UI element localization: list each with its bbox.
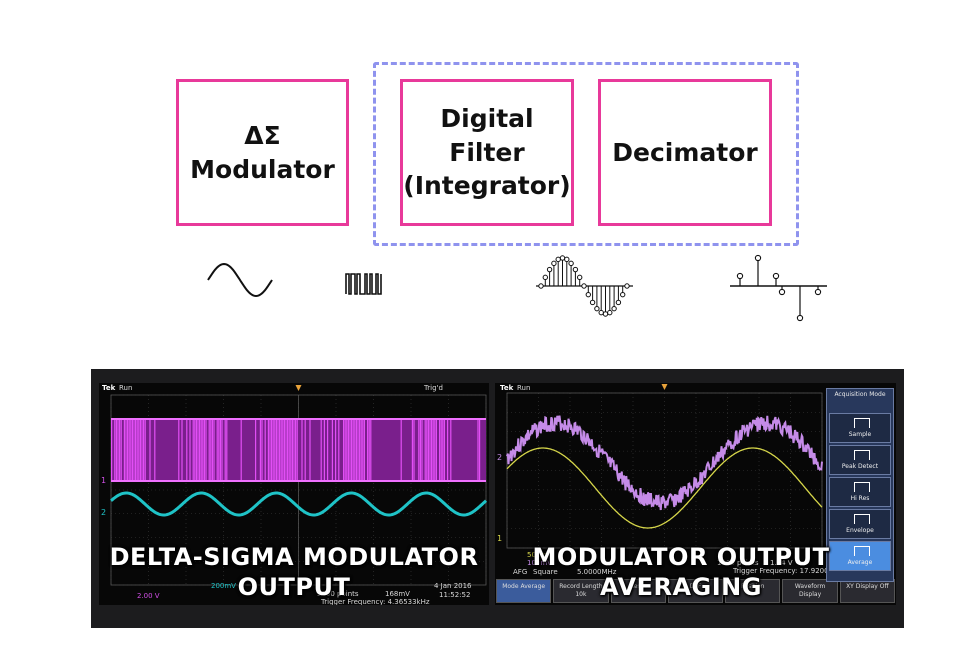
oscilloscope-photos: 1 2 Tek Run Trig'd 200mV 2.00 V 5000 poin… (91, 369, 904, 628)
acq-mode-label: Envelope (846, 527, 874, 534)
left-caption-line2: OUTPUT (237, 573, 351, 601)
scope-button-5[interactable]: Waveform Display (782, 579, 838, 603)
acq-mode-label: Hi Res (850, 495, 870, 502)
svg-text:2: 2 (497, 453, 502, 462)
digital-section-dashed-boundary (373, 62, 799, 246)
scope-button-2[interactable]: Reset (610, 579, 666, 603)
svg-text:1: 1 (101, 476, 106, 485)
acq-mode-sample[interactable]: Sample (829, 413, 891, 443)
svg-text:2: 2 (101, 508, 106, 517)
bitstream-pulse-icon (345, 273, 382, 295)
sampled-sine-stem-icon (536, 255, 633, 317)
digital-filter-block: Digital Filter (Integrator) (400, 79, 574, 226)
left-trig-status: Trig'd (424, 384, 443, 392)
acq-mode-label: Sample (848, 431, 872, 438)
integrator-label: (Integrator) (403, 171, 571, 201)
acq-mode-label: Peak Detect (841, 463, 879, 470)
right-caption-line1: MODULATOR OUTPUT (532, 543, 830, 571)
acq-mode-icon (854, 482, 870, 492)
acq-mode-icon (854, 450, 870, 460)
acq-mode-icon (854, 546, 870, 556)
left-points: 5000 points (317, 590, 359, 598)
acq-mode-envelope[interactable]: Envelope (829, 509, 891, 539)
right-status: Run (517, 384, 531, 392)
scope-button-1[interactable]: Record Length 10k (553, 579, 609, 603)
left-ch2-scale: 200mV (211, 582, 236, 590)
scope-button-6[interactable]: XY Display Off (839, 579, 895, 603)
left-oscilloscope-screen: 1 2 Tek Run Trig'd 200mV 2.00 V 5000 poin… (99, 383, 489, 605)
right-bottom-buttons: Mode Average Record Length 10k Reset DFF Pos… (495, 579, 896, 605)
right-ch1-scale: 50.0mV (527, 551, 555, 559)
scope-button-4[interactable]: Position (725, 579, 781, 603)
acquisition-mode-menu: Acquisition Mode Sample Peak Detect Hi Res… (826, 388, 894, 582)
right-afg-frequency: 5.0000MHz (577, 568, 617, 576)
left-level: 168mV (385, 590, 410, 598)
right-trigger-frequency: Trigger Frequency: 17.9200kHz (733, 567, 842, 575)
right-level: 1.04 V (770, 559, 793, 567)
left-date: 4 Jan 2016 (434, 582, 472, 590)
acq-mode-peak-detect[interactable]: Peak Detect (829, 445, 891, 475)
scope-button-0[interactable]: Mode Average (496, 579, 552, 603)
decimator-label: Decimator (612, 137, 758, 167)
decimated-stem-icon (730, 254, 827, 322)
right-afg: AFG (513, 568, 528, 576)
digital-filter-label: Digital Filter (440, 103, 534, 167)
left-brand: Tek (102, 384, 116, 392)
modulator-symbol: ΔΣ (244, 120, 281, 150)
decimator-block: Decimator (598, 79, 772, 226)
acq-mode-hi-res[interactable]: Hi Res (829, 477, 891, 507)
right-caption-line2: AVERAGING (600, 573, 762, 601)
analog-sine-wave-icon (207, 262, 273, 298)
acq-mode-average[interactable]: Average (829, 541, 891, 571)
left-time: 11:52:52 (439, 591, 471, 599)
acq-mode-label: Average (847, 559, 873, 566)
left-ch1-scale: 2.00 V (137, 592, 160, 600)
modulator-label: Modulator (190, 154, 335, 184)
right-points: 1000 points (717, 559, 759, 567)
left-status: Run (119, 384, 133, 392)
right-ch2-scale: 100mV (527, 559, 552, 567)
right-afg-shape: Square (533, 568, 558, 576)
left-caption-line1: DELTA-SIGMA MODULATOR (109, 543, 479, 571)
delta-sigma-modulator-block: ΔΣ Modulator (176, 79, 349, 226)
right-brand: Tek (500, 384, 514, 392)
acq-mode-icon (854, 514, 870, 524)
acq-mode-icon (854, 418, 870, 428)
left-trigger-frequency: Trigger Frequency: 4.36533kHz (321, 598, 430, 605)
svg-text:1: 1 (497, 534, 502, 543)
menu-title: Acquisition Mode (834, 391, 886, 398)
scope-button-3[interactable]: DFF (667, 579, 724, 603)
